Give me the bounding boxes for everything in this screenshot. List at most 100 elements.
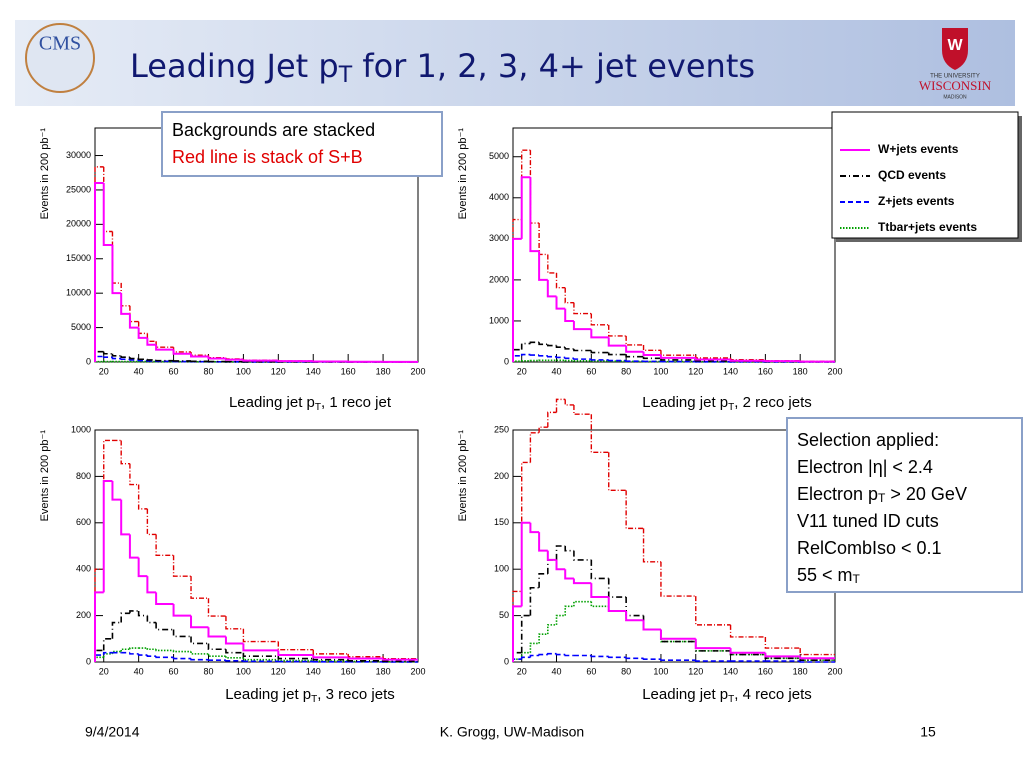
hist-bin xyxy=(555,545,566,560)
y-tick-label: 2000 xyxy=(489,274,509,284)
hist-bin xyxy=(529,522,540,534)
selection-line: 55 < mT xyxy=(797,565,861,586)
hist-bin xyxy=(146,648,157,651)
hist-bin xyxy=(155,359,174,362)
hist-bin xyxy=(277,656,314,660)
hist-bin xyxy=(799,661,835,663)
hist-bin xyxy=(225,656,244,659)
hist-bin xyxy=(111,245,122,295)
hist-bin xyxy=(659,355,696,359)
hist-bin xyxy=(120,358,130,361)
y-axis-label: Events in 200 pb⁻¹ xyxy=(457,128,469,220)
hist-bin xyxy=(512,605,522,662)
selection-part: RelCombIso < 0.1 xyxy=(797,538,942,558)
stack-bin xyxy=(764,636,801,649)
x-tick-label: 140 xyxy=(723,666,738,676)
selection-part: Electron p xyxy=(797,484,878,504)
hist-bin xyxy=(590,359,609,361)
y-tick-label: 4000 xyxy=(489,192,509,202)
hist-bin xyxy=(137,653,148,656)
y-tick-label: 150 xyxy=(494,517,509,527)
hist-bin xyxy=(102,356,113,358)
hist-bin xyxy=(242,657,279,661)
y-tick-label: 25000 xyxy=(66,184,91,194)
stack-bin xyxy=(146,508,157,536)
hist-bin xyxy=(155,622,174,631)
hist-bin xyxy=(625,345,644,353)
hist-bin xyxy=(102,638,113,651)
stack-bin xyxy=(695,596,731,626)
hist-bin xyxy=(564,654,574,657)
x-axis-label: Leading jet pT, 1 reco jet xyxy=(229,394,392,413)
hist-bin xyxy=(520,176,531,239)
hist-bin xyxy=(564,605,574,616)
hist-bin xyxy=(129,610,139,614)
hist-bin xyxy=(538,573,548,588)
stack-bin xyxy=(625,335,644,346)
y-tick-label: 200 xyxy=(494,471,509,481)
hist-bin xyxy=(590,559,609,580)
hist-bin xyxy=(546,279,557,298)
hist-bin xyxy=(625,354,644,358)
hist-bin xyxy=(172,604,192,617)
hist-bin xyxy=(190,651,209,655)
header-band xyxy=(15,20,1015,106)
stack-bin xyxy=(608,452,627,492)
hist-bin xyxy=(572,578,592,585)
x-tick-label: 200 xyxy=(827,666,842,676)
hist-bin xyxy=(547,624,557,635)
x-tick-label: 40 xyxy=(134,666,144,676)
cms-logo-text: CMS xyxy=(39,33,81,55)
stack-bin xyxy=(94,166,104,362)
hist-bin xyxy=(146,615,157,624)
note-line: Red line is stack of S+B xyxy=(172,147,363,167)
hist-bin xyxy=(642,658,661,661)
x-tick-label: 80 xyxy=(621,366,631,376)
hist-bin xyxy=(277,650,314,657)
selection-part: 55 < m xyxy=(797,565,853,585)
hist-bin xyxy=(120,648,130,652)
stack-bin xyxy=(312,649,349,655)
y-tick-label: 30000 xyxy=(66,150,91,160)
selection-lines: Selection applied: Electron |η| < 2.4 Elec… xyxy=(797,430,967,586)
x-label-part: Leading jet p xyxy=(642,394,728,411)
uw-text: WISCONSIN xyxy=(919,78,992,93)
hist-bin xyxy=(555,356,566,359)
hist-bin xyxy=(564,347,574,350)
hist-bin xyxy=(520,521,531,607)
plot-frame xyxy=(512,127,836,363)
stack-bin xyxy=(137,484,148,510)
hist-bin xyxy=(529,642,540,653)
hist-bin xyxy=(520,656,531,660)
hist-bin xyxy=(520,342,531,350)
hist-bin xyxy=(242,359,279,362)
stack-bin xyxy=(155,534,174,556)
hist-bin xyxy=(190,636,209,645)
hist-bin xyxy=(207,627,226,638)
x-tick-label: 20 xyxy=(99,366,109,376)
hist-bin xyxy=(94,656,104,662)
hist-bin xyxy=(137,358,148,361)
y-tick-label: 0 xyxy=(86,656,91,666)
x-tick-label: 120 xyxy=(688,366,703,376)
legend-label: QCD events xyxy=(878,168,946,182)
x-label-part: Leading jet p xyxy=(642,686,728,703)
hist-bin xyxy=(538,355,548,357)
x-tick-label: 80 xyxy=(203,366,213,376)
y-axis-label: Events in 200 pb⁻¹ xyxy=(457,430,469,522)
x-tick-label: 160 xyxy=(758,366,773,376)
x-tick-label: 200 xyxy=(410,366,425,376)
hist-bin xyxy=(529,586,540,616)
selection-part: > 20 GeV xyxy=(885,484,967,504)
x-tick-label: 120 xyxy=(688,666,703,676)
hist-bin xyxy=(564,546,574,552)
hist-bin xyxy=(564,357,574,360)
hist-bin xyxy=(590,583,609,599)
stack-bin xyxy=(277,641,314,651)
hist-bin xyxy=(564,308,574,322)
y-tick-label: 0 xyxy=(504,656,509,666)
x-tick-label: 100 xyxy=(236,366,251,376)
hist-bin xyxy=(347,657,384,660)
x-tick-label: 40 xyxy=(552,666,562,676)
x-label-part: , 2 reco jets xyxy=(734,394,812,411)
